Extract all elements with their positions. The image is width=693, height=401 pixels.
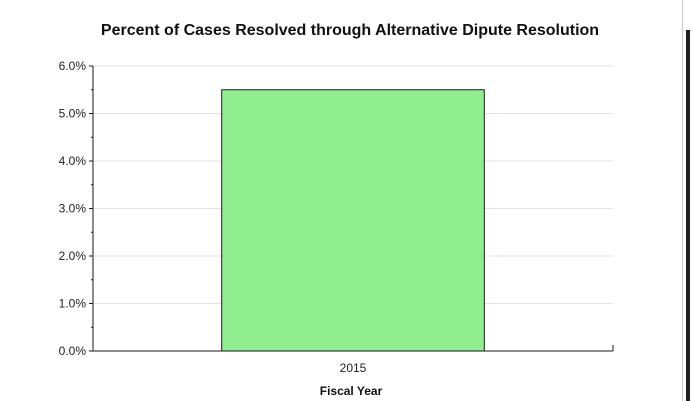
y-axis-tick-label: 4.0% (59, 154, 87, 168)
y-axis-tick-label: 0.0% (59, 344, 87, 358)
bars (221, 89, 485, 352)
x-axis-title: Fiscal Year (320, 384, 383, 398)
y-axis-tick-label: 2.0% (59, 249, 87, 263)
y-axis-tick-label: 3.0% (59, 202, 87, 216)
x-axis-tick-labels: 2015 (340, 361, 367, 375)
bar-2015 (221, 89, 485, 352)
y-axis-tick-label: 6.0% (59, 59, 87, 73)
scrollbar-strip[interactable] (686, 30, 690, 401)
y-axis-tick-label: 5.0% (59, 107, 87, 121)
y-axis-tick-label: 1.0% (59, 297, 87, 311)
y-axis-ticks: 0.0% 1.0% 2.0% 3.0% 4.0% 5.0% 6.0% (59, 59, 93, 358)
chart-title: Percent of Cases Resolved through Altern… (101, 22, 599, 39)
x-axis-tick-label: 2015 (340, 361, 367, 375)
